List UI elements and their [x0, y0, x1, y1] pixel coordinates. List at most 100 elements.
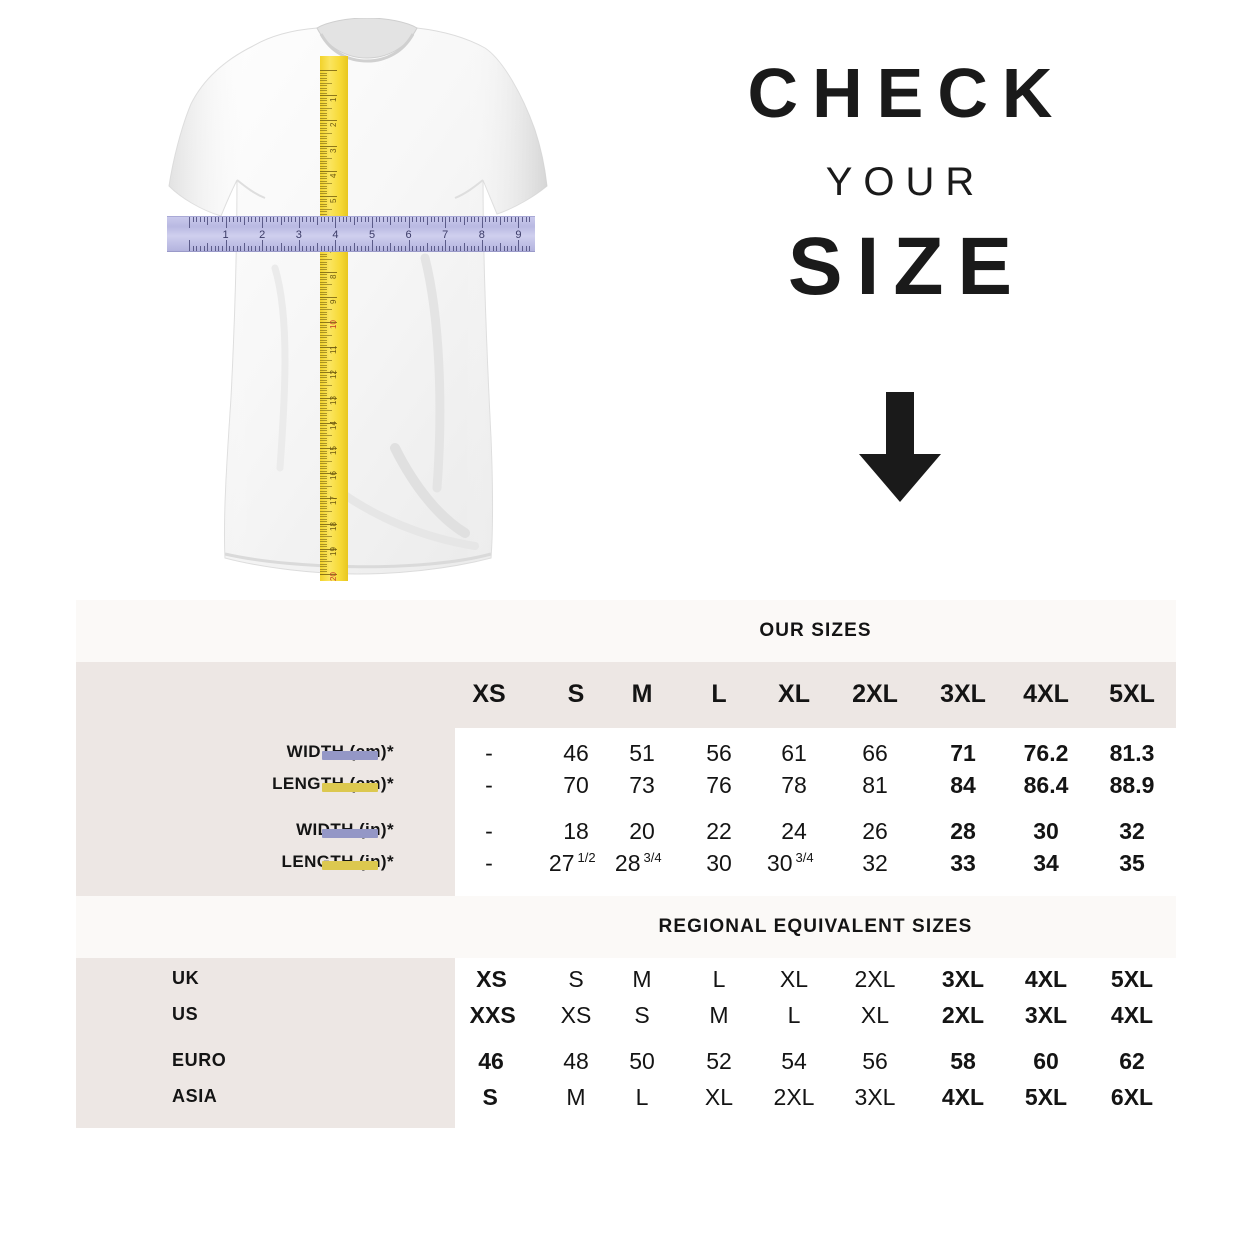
cell-value: 86.4 — [1023, 772, 1069, 798]
cell-value: 24 — [781, 818, 807, 844]
cell-value: 66 — [862, 740, 888, 766]
size-header-m: M — [631, 680, 653, 708]
measurement-values-panel — [455, 728, 1176, 896]
cell-value: - — [485, 818, 493, 844]
headline-size: SIZE — [787, 221, 1027, 312]
down-arrow-icon — [859, 392, 941, 502]
regional-cell-value: 60 — [1033, 1048, 1059, 1074]
size-header-l: L — [711, 680, 727, 708]
regional-cell-value: 48 — [563, 1048, 589, 1074]
down-arrow-container — [600, 392, 1200, 509]
cell-value: 26 — [862, 818, 888, 844]
cell-value: 56 — [706, 740, 732, 766]
cell-value: 18 — [563, 818, 589, 844]
cell-value: 70 — [563, 772, 589, 798]
regional-cell-value: 2XL — [941, 1002, 985, 1028]
cell-value: 84 — [950, 772, 976, 798]
cell-value: 22 — [706, 818, 732, 844]
regional-cell-value: 2XL — [854, 966, 896, 992]
cell-value: 81 — [862, 772, 888, 798]
regional-cell-value: 4XL — [941, 1084, 985, 1110]
cell-value: 32 — [1119, 818, 1145, 844]
cell-value: - — [485, 772, 493, 798]
cell-fraction: 3/4 — [795, 850, 814, 866]
regional-cell-value: L — [712, 966, 726, 992]
size-header-strip — [76, 662, 1176, 728]
cell-fraction: 3/4 — [643, 850, 662, 866]
regional-cell-value: 6XL — [1110, 1084, 1154, 1110]
cell-value: - — [485, 740, 493, 766]
regional-cell-value: 56 — [862, 1048, 888, 1074]
regional-cell-value: 2XL — [773, 1084, 815, 1110]
regional-cell-value: 3XL — [1024, 1002, 1068, 1028]
cell-value: 35 — [1119, 850, 1145, 876]
cell-value: 78 — [781, 772, 807, 798]
cell-value: 30 — [706, 850, 732, 876]
cell-value: 81.3 — [1109, 740, 1155, 766]
cell-value: 76.2 — [1023, 740, 1069, 766]
regional-cell-value: 3XL — [854, 1084, 896, 1110]
regional-cell-value: S — [568, 966, 584, 992]
regional-cell-value: XS — [560, 1002, 592, 1028]
headline-check: CHECK — [747, 54, 1067, 132]
regional-cell-value: 5XL — [1110, 966, 1154, 992]
regional-cell-value: 46 — [478, 1048, 504, 1074]
regional-cell-value: M — [632, 966, 652, 992]
regional-cell-value: 3XL — [941, 966, 985, 992]
legend-swatch-length-in — [322, 861, 378, 870]
regional-cell-value: M — [709, 1002, 729, 1028]
cell-value: 71 — [950, 740, 976, 766]
regional-cell-value: 50 — [629, 1048, 655, 1074]
cell-value: 28 — [950, 818, 976, 844]
cell-value: 73 — [629, 772, 655, 798]
legend-swatch-width-in — [322, 829, 378, 838]
legend-swatch-length-cm — [322, 783, 378, 792]
size-header-xl: XL — [778, 680, 810, 708]
regional-label-asia: ASIA — [172, 1086, 218, 1106]
regional-sizes-title: REGIONAL EQUIVALENT SIZES — [658, 916, 973, 937]
cell-value: 51 — [629, 740, 655, 766]
regional-cell-value: M — [566, 1084, 586, 1110]
our-sizes-band: OUR SIZES — [76, 600, 1176, 662]
cell-value: 27 1/2 — [548, 850, 596, 876]
size-header-2xl: 2XL — [852, 680, 898, 708]
regional-cell-value: XL — [704, 1084, 734, 1110]
regional-cell-value: L — [635, 1084, 649, 1110]
regional-values-panel — [455, 958, 1176, 1128]
cell-value: 30 — [1033, 818, 1059, 844]
legend-swatch-width-cm — [322, 751, 378, 760]
regional-cell-value: 5XL — [1024, 1084, 1068, 1110]
regional-label-uk: UK — [172, 968, 200, 988]
cell-value: 30 3/4 — [766, 850, 814, 876]
size-header-xs: XS — [472, 680, 506, 708]
regional-cell-value: XL — [779, 966, 809, 992]
regional-cell-value: 52 — [706, 1048, 732, 1074]
our-sizes-title: OUR SIZES — [759, 620, 872, 641]
regional-cell-value: XS — [476, 966, 507, 992]
headline-block: CHECK YOUR SIZE — [600, 58, 1200, 308]
cell-value: - — [485, 850, 493, 876]
regional-cell-value: XXS — [469, 1002, 516, 1028]
tshirt-graphic — [168, 18, 548, 575]
cell-value: 88.9 — [1109, 772, 1155, 798]
cell-value: 20 — [629, 818, 655, 844]
headline-your: YOUR — [825, 160, 986, 204]
size-header-3xl: 3XL — [940, 680, 986, 708]
length-tape-icon: 1234567891011121314151617181920 — [320, 56, 348, 581]
regional-cell-value: 54 — [781, 1048, 807, 1074]
regional-label-us: US — [172, 1004, 199, 1024]
size-header-s: S — [567, 680, 585, 708]
tshirt-illustration: 1234567891011121314151617181920 12345678… — [95, 18, 565, 581]
cell-value: 76 — [706, 772, 732, 798]
regional-cell-value: S — [634, 1002, 650, 1028]
hero-section: 1234567891011121314151617181920 12345678… — [0, 0, 1251, 600]
cell-value: 61 — [781, 740, 807, 766]
size-header-5xl: 5XL — [1109, 680, 1155, 708]
cell-value: 28 3/4 — [614, 850, 662, 876]
size-header-4xl: 4XL — [1023, 680, 1069, 708]
regional-label-euro: EURO — [172, 1050, 227, 1070]
cell-value: 33 — [950, 850, 976, 876]
cell-value: 46 — [563, 740, 589, 766]
